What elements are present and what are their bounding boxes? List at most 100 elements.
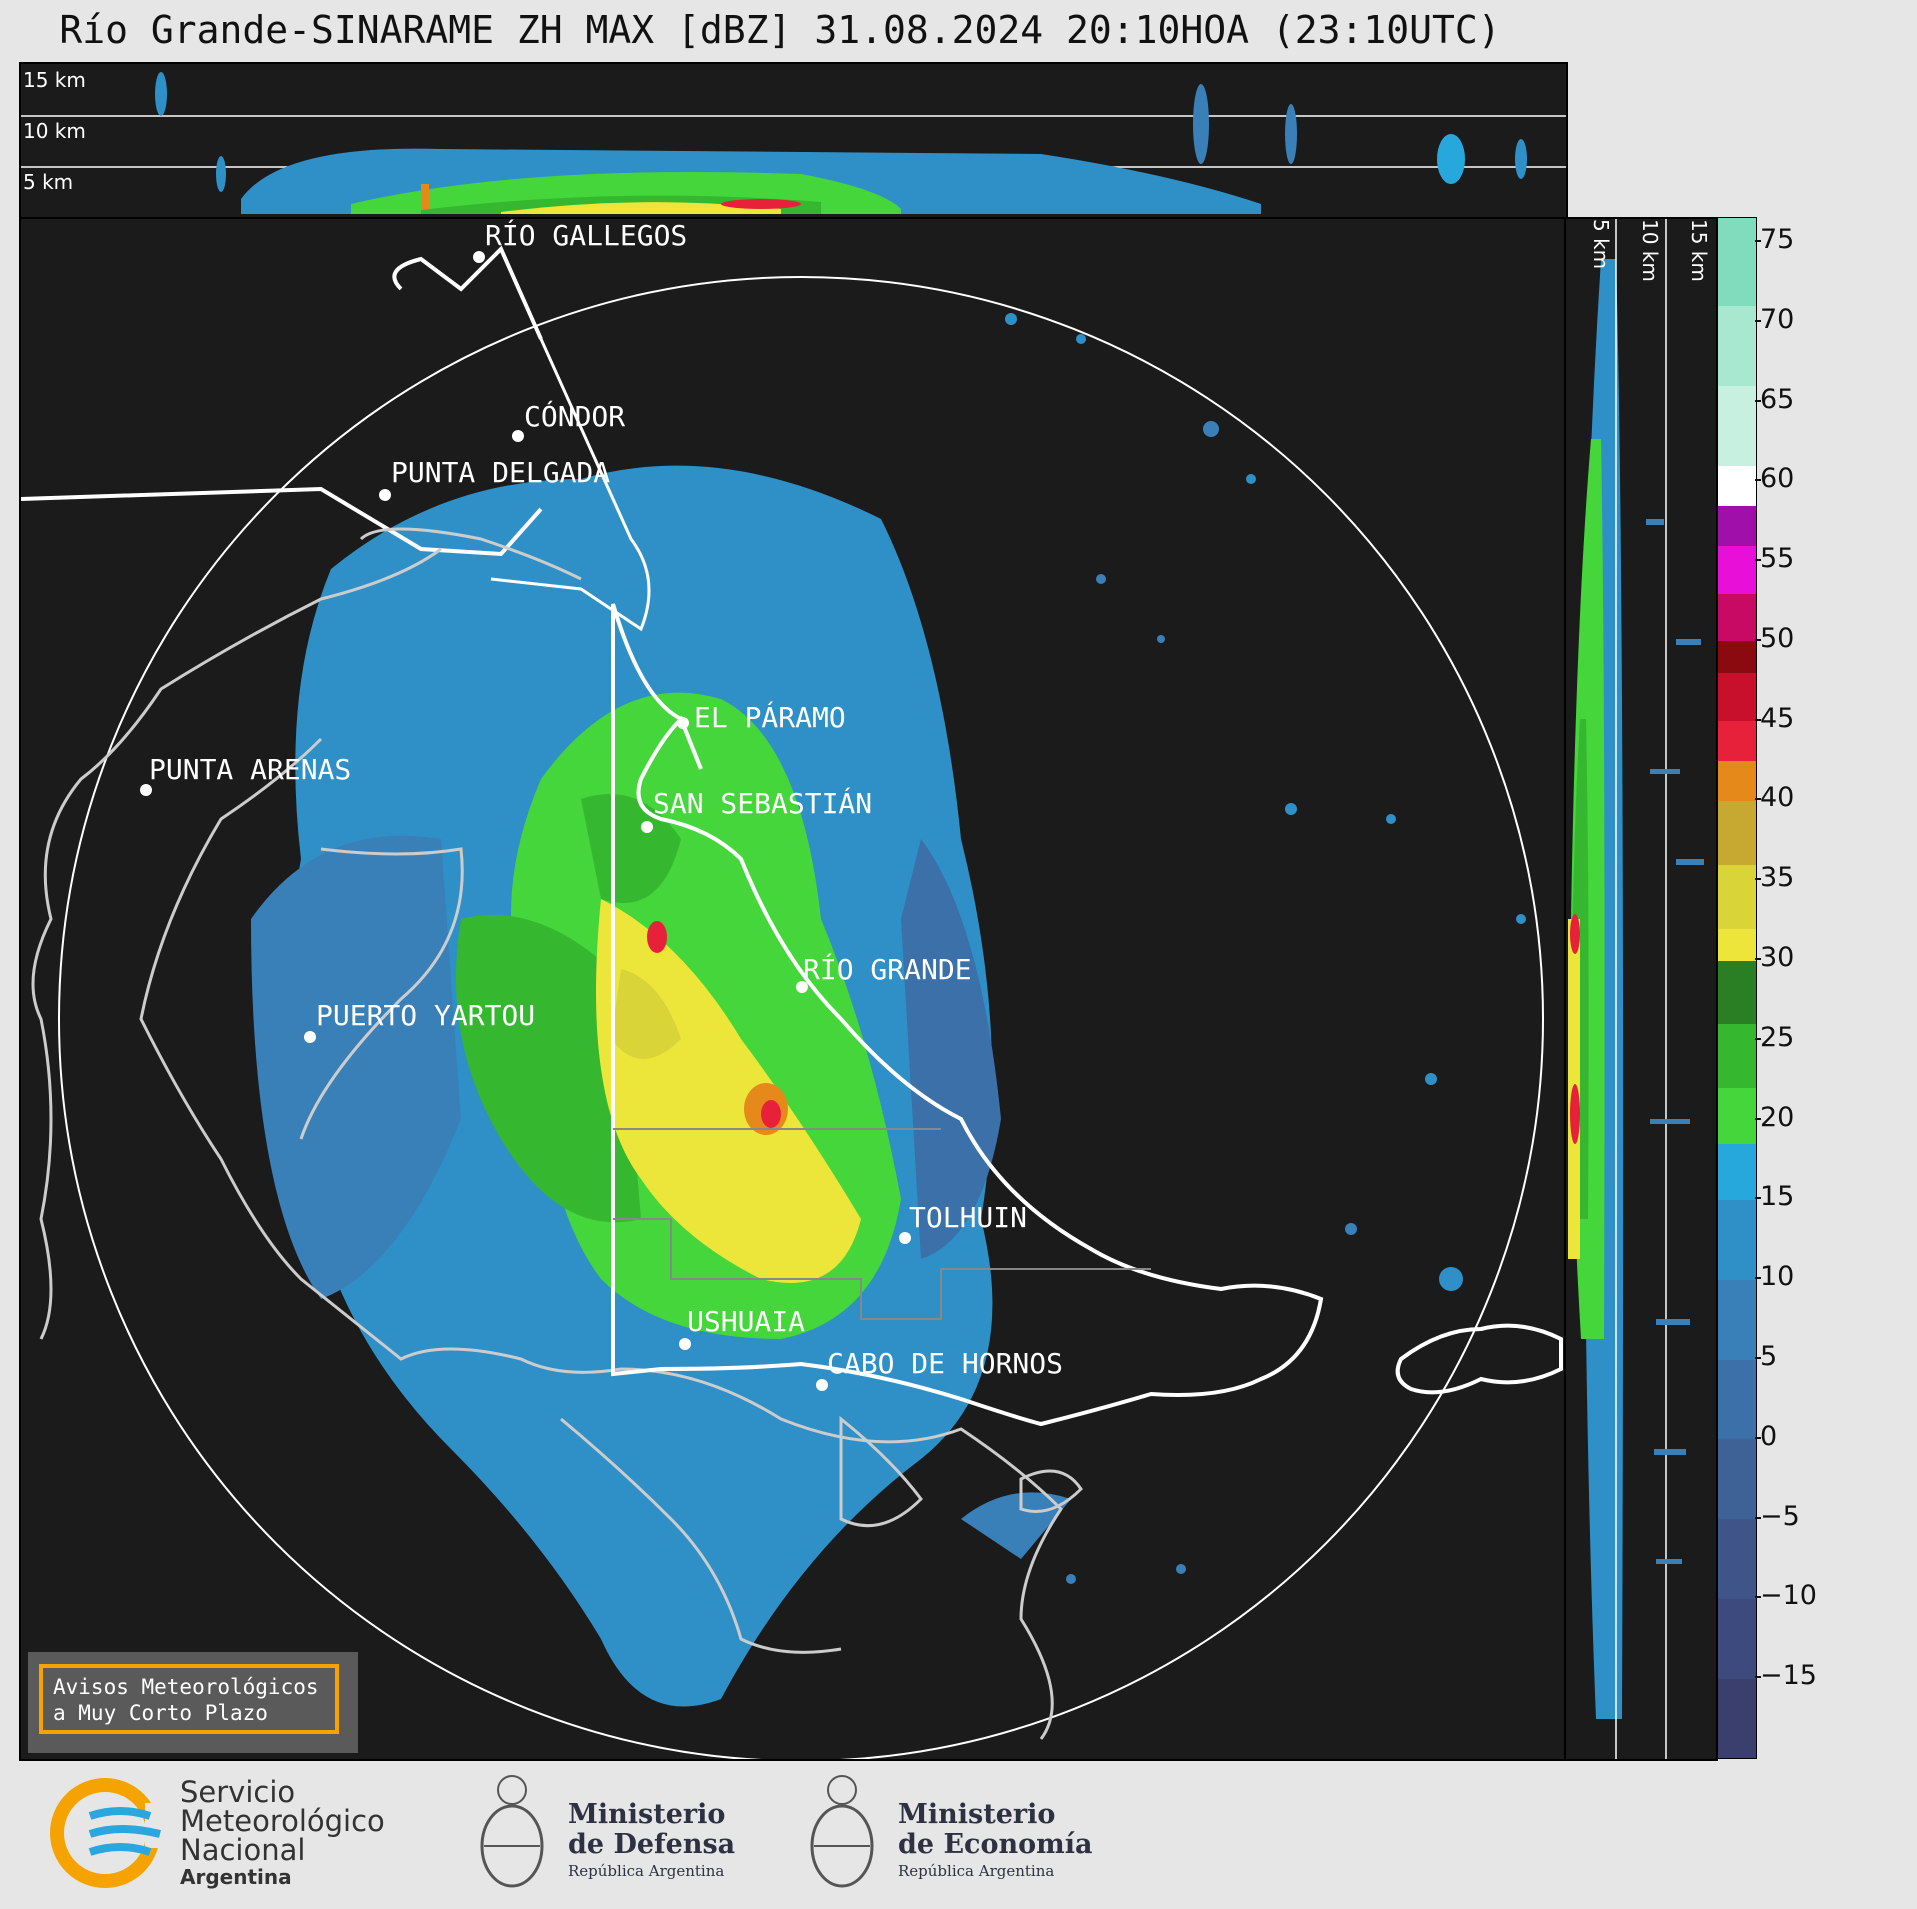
side-altitude-label-5km: 5 km <box>1589 219 1613 270</box>
colorbar-segment <box>1718 305 1756 387</box>
colorbar-tick-label: 65 <box>1760 383 1795 415</box>
city-label-san-sebastian[interactable]: SAN SEBASTIÁN <box>653 787 873 820</box>
colorbar-tick-label: 75 <box>1760 223 1795 255</box>
smn-line4: Argentina <box>180 1865 292 1889</box>
city-label-condor[interactable]: CÓNDOR <box>524 400 626 433</box>
colorbar-segment <box>1718 1678 1756 1759</box>
colorbar-segment <box>1718 1143 1756 1200</box>
colorbar-segment <box>1718 1598 1756 1679</box>
defensa-line1: Ministerio <box>568 1799 726 1830</box>
vertical-cross-section-side: 5 km 10 km 15 km <box>1564 217 1718 1761</box>
colorbar-tick-label: 45 <box>1760 702 1795 734</box>
colorbar-tick-mark <box>1755 798 1761 801</box>
colorbar-tick-label: 30 <box>1760 942 1795 974</box>
colorbar-tick-label: 60 <box>1760 463 1795 495</box>
colorbar-segment <box>1718 545 1756 594</box>
smn-line2: Meteorológico <box>180 1804 385 1838</box>
colorbar-tick-label: −5 <box>1760 1500 1800 1532</box>
economia-logo-text: Ministerio de Economía República Argenti… <box>898 1800 1092 1882</box>
city-marker-punta-arenas[interactable] <box>140 784 152 796</box>
defensa-logo-text: Ministerio de Defensa República Argentin… <box>568 1800 735 1882</box>
colorbar-tick-label: 55 <box>1760 543 1795 575</box>
city-marker-punta-delgada[interactable] <box>379 489 391 501</box>
city-label-cabo-de-hornos[interactable]: CABO DE HORNOS <box>827 1347 1064 1380</box>
city-marker-ushuaia[interactable] <box>679 1338 691 1350</box>
city-marker-san-sebastian[interactable] <box>641 821 653 833</box>
alert-box[interactable]: Avisos Meteorológicos a Muy Corto Plazo <box>28 1652 358 1753</box>
colorbar-tick-mark <box>1755 1197 1761 1200</box>
colorbar-segment <box>1718 1279 1756 1360</box>
reflectivity-colorbar <box>1717 217 1757 1759</box>
colorbar-tick-label: 40 <box>1760 782 1795 814</box>
vertical-cross-section-top: 15 km 10 km 5 km <box>19 62 1568 219</box>
colorbar-tick-label: 10 <box>1760 1261 1795 1293</box>
colorbar-segment <box>1718 760 1756 801</box>
city-marker-rio-grande[interactable] <box>796 981 808 993</box>
city-label-ushuaia[interactable]: USHUAIA <box>687 1305 806 1338</box>
colorbar-tick-mark <box>1755 239 1761 242</box>
city-label-rio-grande[interactable]: RÍO GRANDE <box>803 953 972 986</box>
colorbar-tick-mark <box>1755 1357 1761 1360</box>
city-marker-cabo-de-hornos[interactable] <box>816 1379 828 1391</box>
colorbar-tick-label: 0 <box>1760 1420 1778 1452</box>
colorbar-tick-mark <box>1755 958 1761 961</box>
city-marker-rio-gallegos[interactable] <box>473 251 485 263</box>
colorbar-tick-mark <box>1755 1516 1761 1519</box>
defensa-line3: República Argentina <box>568 1862 725 1880</box>
colorbar-tick-mark <box>1755 1596 1761 1599</box>
colorbar-tick-label: 25 <box>1760 1021 1795 1053</box>
side-section-echoes <box>1568 219 1704 1759</box>
economia-line1: Ministerio <box>898 1799 1056 1830</box>
colorbar-segment <box>1718 864 1756 929</box>
altitude-label-10km: 10 km <box>23 119 86 143</box>
colorbar-tick-mark <box>1755 1676 1761 1679</box>
colorbar-tick-label: −15 <box>1760 1660 1817 1692</box>
smn-line3: Nacional <box>180 1833 306 1867</box>
city-marker-condor[interactable] <box>512 430 524 442</box>
altitude-label-5km: 5 km <box>23 170 74 194</box>
map-title: Río Grande-SINARAME ZH MAX [dBZ] 31.08.2… <box>59 8 1501 52</box>
smn-logo-icon <box>50 1778 175 1888</box>
alert-line-2: a Muy Corto Plazo <box>53 1701 268 1725</box>
smn-logo-text: Servicio Meteorológico Nacional Argentin… <box>180 1775 385 1890</box>
city-marker-puerto-yartou[interactable] <box>304 1031 316 1043</box>
colorbar-segment <box>1718 1359 1756 1440</box>
colorbar-segment <box>1718 385 1756 466</box>
city-marker-el-paramo[interactable] <box>677 717 689 729</box>
colorbar-tick-label: 50 <box>1760 622 1795 654</box>
colorbar-tick-label: −10 <box>1760 1580 1817 1612</box>
city-label-puerto-yartou[interactable]: PUERTO YARTOU <box>316 999 536 1032</box>
altitude-label-15km: 15 km <box>23 68 86 92</box>
colorbar-tick-mark <box>1755 559 1761 562</box>
colorbar-tick-mark <box>1755 718 1761 721</box>
colorbar-segment <box>1718 505 1756 546</box>
colorbar-tick-label: 70 <box>1760 303 1795 335</box>
colorbar-tick-mark <box>1755 1277 1761 1280</box>
radar-map[interactable]: RÍO GALLEGOS CÓNDOR PUNTA DELGADA EL PÁR… <box>19 217 1568 1761</box>
colorbar-tick-mark <box>1755 1436 1761 1439</box>
city-label-punta-arenas[interactable]: PUNTA ARENAS <box>149 753 352 786</box>
colorbar-tick-mark <box>1755 638 1761 641</box>
colorbar-segment <box>1718 640 1756 674</box>
colorbar-tick-mark <box>1755 319 1761 322</box>
colorbar-segment <box>1718 218 1756 307</box>
colorbar-segment <box>1718 1087 1756 1145</box>
colorbar-segment <box>1718 1518 1756 1599</box>
city-label-el-paramo[interactable]: EL PÁRAMO <box>694 701 846 734</box>
smn-line1: Servicio <box>180 1775 296 1809</box>
colorbar-tick-mark <box>1755 878 1761 881</box>
alert-box-text[interactable]: Avisos Meteorológicos a Muy Corto Plazo <box>39 1664 339 1734</box>
colorbar-segment <box>1718 1438 1756 1520</box>
colorbar-segment <box>1718 593 1756 642</box>
colorbar-segment <box>1718 800 1756 865</box>
city-label-punta-delgada[interactable]: PUNTA DELGADA <box>391 456 611 489</box>
city-marker-tolhuin[interactable] <box>899 1232 911 1244</box>
colorbar-tick-label: 35 <box>1760 862 1795 894</box>
city-label-rio-gallegos[interactable]: RÍO GALLEGOS <box>485 219 688 252</box>
colorbar-segment <box>1718 720 1756 762</box>
economia-emblem-icon <box>802 1768 882 1898</box>
colorbar-segment <box>1718 672 1756 722</box>
colorbar-tick-mark <box>1755 479 1761 482</box>
city-label-tolhuin[interactable]: TOLHUIN <box>909 1201 1028 1234</box>
economia-line3: República Argentina <box>898 1862 1055 1880</box>
